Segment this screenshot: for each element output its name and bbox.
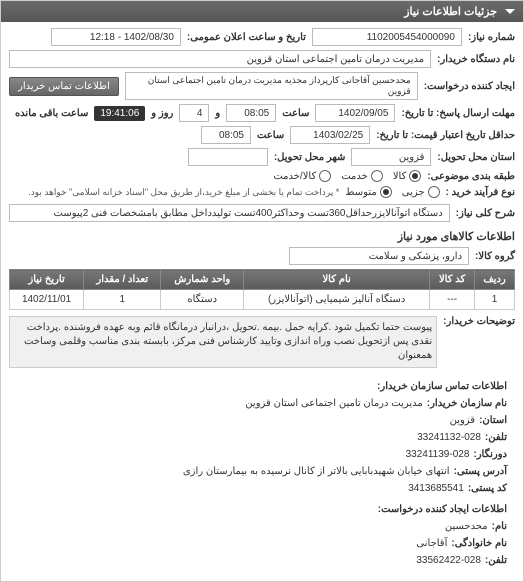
th-name: نام کالا	[244, 270, 430, 290]
req-number-value: 1102005454000090	[312, 28, 462, 46]
radio-both[interactable]: کالا/خدمت	[273, 170, 331, 182]
trade-status-label: نوع فرآیند خرید :	[446, 187, 515, 198]
contact-family: آقاجانی	[416, 535, 447, 552]
table-header-row: ردیف کد کالا نام کالا واحد شمارش تعداد /…	[10, 270, 515, 290]
creator-value: محدحسین آقاجانی کارپرداز مجذیه مدیریت در…	[125, 72, 418, 100]
radio-dot-icon	[319, 170, 331, 182]
th-row: ردیف	[475, 270, 515, 290]
offer-validity-date: 1403/02/25	[290, 126, 370, 144]
radio-khedmat[interactable]: خدمت	[341, 170, 383, 182]
deadline-send-date: 1402/09/05	[315, 104, 395, 122]
radio-dot-icon	[380, 186, 392, 198]
contact-address: انتهای خیابان شهیدبابایی بالاتر از کانال…	[183, 463, 450, 480]
buyer-org-label: نام دستگاه خریدار:	[437, 54, 515, 65]
and-label: و	[215, 108, 220, 119]
time-label-1: ساعت	[282, 108, 309, 119]
panel-header: جزئیات اطلاعات نیاز	[1, 1, 523, 22]
time-label-2: ساعت	[257, 130, 284, 141]
deadline-send-time: 08:05	[226, 104, 276, 122]
cell-qty: 1	[84, 290, 161, 310]
radio-jozi[interactable]: جزیی	[402, 186, 440, 198]
cell-row: 1	[475, 290, 515, 310]
offer-validity-time: 08:05	[201, 126, 251, 144]
th-date: تاریخ نیاز	[10, 270, 84, 290]
radio-dot-icon	[428, 186, 440, 198]
delivery-province-value: قزوین	[351, 148, 431, 166]
days-value: 4	[179, 104, 209, 122]
contact-postal: 3413685541	[408, 480, 464, 497]
public-datetime-label: تاریخ و ساعت اعلان عمومی:	[187, 32, 306, 43]
goods-table: ردیف کد کالا نام کالا واحد شمارش تعداد /…	[9, 269, 515, 310]
buyer-notes-text: پیوست حتما تکمیل شود .کرایه حمل .بیمه .ت…	[9, 316, 437, 368]
delivery-city-label: شهر محل تحویل:	[274, 152, 346, 163]
contact-province: قزوین	[450, 412, 476, 429]
radio-motavaset[interactable]: متوسط	[345, 186, 391, 198]
price-status-label: طبقه بندی موضوعی:	[427, 171, 515, 182]
cell-name: دستگاه آنالیز شیمیایی (اتوآنالایزر)	[244, 290, 430, 310]
contact-name-label: نام:	[492, 518, 507, 535]
group-value: دارو، پزشکی و سلامت	[289, 247, 469, 265]
contact-tel-label: تلفن:	[485, 429, 507, 446]
radio-dot-icon	[409, 170, 421, 182]
th-qty: تعداد / مقدار	[84, 270, 161, 290]
req-number-label: شماره نیاز:	[468, 32, 515, 43]
days-label: روز و	[151, 108, 173, 119]
deadline-send-label: مهلت ارسال پاسخ: تا تاریخ:	[401, 108, 515, 119]
contact-tel2: 33562422-028	[416, 552, 481, 569]
contact-org-label: نام سازمان خریدار:	[427, 395, 507, 412]
delivery-province-label: استان محل تحویل:	[437, 152, 515, 163]
th-code: کد کالا	[430, 270, 475, 290]
trade-radio-group: جزیی متوسط	[345, 186, 439, 198]
panel-body: شماره نیاز: 1102005454000090 تاریخ و ساع…	[1, 22, 523, 581]
creator-contact-title: اطلاعات ایجاد کننده درخواست:	[378, 501, 507, 518]
countdown-timer: 19:41:06	[94, 106, 145, 121]
contact-section: اطلاعات تماس سازمان خریدار: نام سازمان خ…	[9, 372, 515, 575]
delivery-city-value	[188, 148, 268, 166]
contact-tel: 33241132-028	[417, 429, 481, 446]
offer-validity-label: حداقل تاریخ اعتبار قیمت: تا تاریخ:	[376, 130, 515, 141]
creator-label: ایجاد کننده درخواست:	[424, 81, 515, 92]
radio-dot-icon	[371, 170, 383, 182]
cell-date: 1402/11/01	[10, 290, 84, 310]
radio-kala[interactable]: کالا	[393, 170, 422, 182]
description-value: دستگاه اتوآنالایزرحداقل360تست وحداکثر400…	[9, 204, 450, 222]
chevron-down-icon	[505, 9, 515, 14]
contact-province-label: استان:	[479, 412, 507, 429]
cell-unit: دستگاه	[161, 290, 244, 310]
table-row[interactable]: 1 --- دستگاه آنالیز شیمیایی (اتوآنالایزر…	[10, 290, 515, 310]
cell-code: ---	[430, 290, 475, 310]
contact-name: محدحسین	[445, 518, 488, 535]
group-label: گروه کالا:	[475, 251, 515, 262]
contact-tel2-label: تلفن:	[485, 552, 507, 569]
buyer-org-value: مدیریت درمان تامین اجتماعی استان قزوین	[9, 50, 431, 68]
trade-note: * پرداخت تمام یا بخشی از مبلغ خرید،از طر…	[28, 187, 339, 198]
description-label: شرح کلی نیاز:	[456, 208, 515, 219]
contact-postal-label: کد پستی:	[468, 480, 507, 497]
contact-fax: 33241139-028	[406, 446, 470, 463]
goods-section-title: اطلاعات کالاهای مورد نیاز	[9, 226, 515, 247]
public-datetime-value: 1402/08/30 - 12:18	[51, 28, 181, 46]
remain-label: ساعت باقی مانده	[15, 108, 88, 119]
buyer-notes-label: توضیحات خریدار:	[443, 316, 515, 327]
th-unit: واحد شمارش	[161, 270, 244, 290]
contact-info-button[interactable]: اطلاعات تماس خریدار	[9, 77, 119, 96]
contact-fax-label: دورنگار:	[473, 446, 507, 463]
contact-title: اطلاعات تماس سازمان خریدار:	[377, 378, 507, 395]
details-panel: جزئیات اطلاعات نیاز شماره نیاز: 11020054…	[0, 0, 524, 582]
price-radio-group: کالا خدمت کالا/خدمت	[273, 170, 421, 182]
panel-title: جزئیات اطلاعات نیاز	[404, 5, 497, 18]
contact-family-label: نام خانوادگی:	[451, 535, 507, 552]
contact-org: مدیریت درمان تامین اجتماعی استان قزوین	[245, 395, 422, 412]
contact-address-label: آدرس پستی:	[454, 463, 507, 480]
